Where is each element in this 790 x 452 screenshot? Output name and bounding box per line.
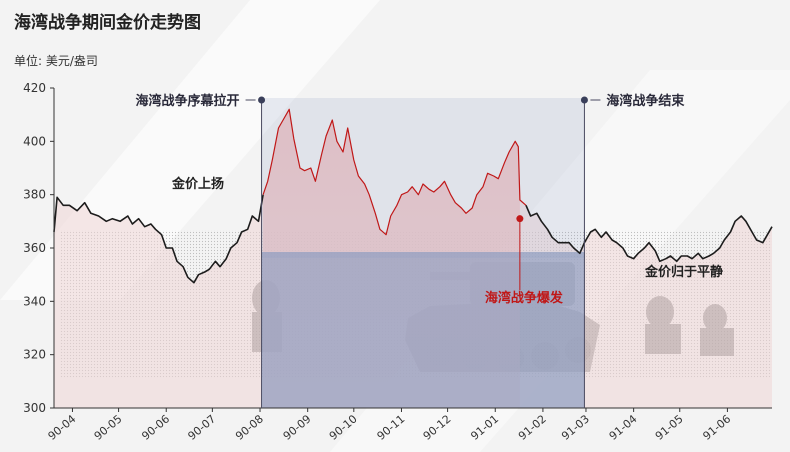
x-tick-label-91-02: 91-02 — [516, 412, 549, 443]
y-tick-label-300: 300 — [23, 401, 46, 415]
annotation-label-war-start: 海湾战争序幕拉开 — [136, 93, 240, 109]
y-tick-label-380: 380 — [23, 188, 46, 202]
y-tick-label-340: 340 — [23, 294, 46, 308]
war-period-shading-upper — [261, 98, 585, 258]
x-tick-label-90-04: 90-04 — [46, 412, 79, 443]
x-tick-label-90-06: 90-06 — [139, 412, 172, 443]
y-tick-label-400: 400 — [23, 134, 46, 148]
annotation-marker-war-outbreak — [516, 215, 524, 223]
x-tick-label-90-08: 90-08 — [233, 412, 266, 443]
plot-area: 300 320 340 360 380 400 420 90-04 90-05 90-06 90-0… — [23, 81, 773, 443]
x-tick-label-90-07: 90-07 — [185, 412, 218, 443]
chart-title: 海湾战争期间金价走势图 — [14, 13, 201, 33]
y-axis-unit-label: 单位: 美元/盎司 — [14, 54, 98, 68]
price-line-segment-0 — [53, 194, 264, 284]
annotation-label-gold-rise: 金价上扬 — [171, 176, 224, 192]
price-line-segment-2 — [525, 204, 773, 263]
y-tick-label-420: 420 — [23, 81, 46, 95]
x-tick-label-91-06: 91-06 — [700, 412, 733, 443]
annotation-label-war-end: 海湾战争结束 — [606, 93, 685, 109]
x-tick-label-91-04: 91-04 — [607, 412, 640, 443]
y-tick-label-320: 320 — [23, 348, 46, 362]
annotation-label-gold-calm: 金价归于平静 — [644, 264, 723, 280]
x-tick-label-91-05: 91-05 — [653, 412, 686, 443]
x-tick-label-90-05: 90-05 — [92, 412, 125, 443]
x-tick-label-90-09: 90-09 — [281, 412, 314, 443]
annotation-marker-war-end — [580, 96, 588, 104]
war-period-shading — [261, 252, 585, 408]
y-tick-label-360: 360 — [23, 241, 46, 255]
price-line-segment-1 — [262, 108, 527, 236]
x-tick-label-91-03: 91-03 — [559, 412, 592, 443]
annotation-marker-war-start — [258, 96, 266, 104]
annotation-label-war-outbreak: 海湾战争爆发 — [485, 290, 564, 306]
